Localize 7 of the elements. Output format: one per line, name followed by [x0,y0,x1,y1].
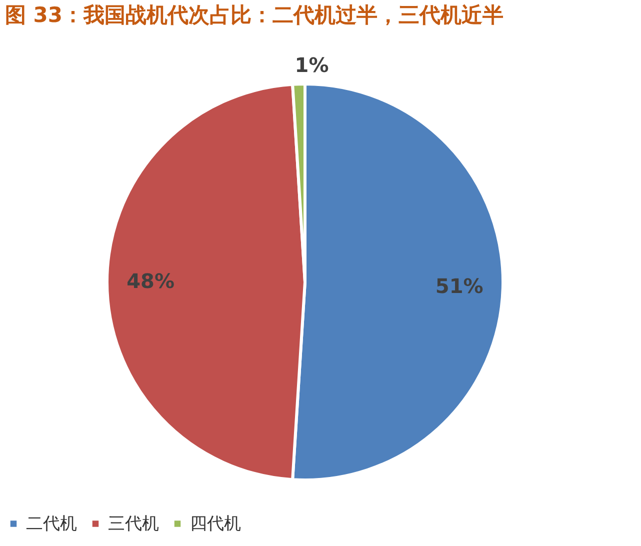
legend-label: 三代机 [108,514,159,534]
chart-title: 图 33：我国战机代次占比：二代机过半，三代机近半 [5,3,504,28]
data-label: 1% [294,53,329,78]
data-label: 48% [126,269,174,293]
data-label: 51% [435,274,484,298]
legend-label: 二代机 [26,514,77,534]
legend-label: 四代机 [190,514,241,534]
